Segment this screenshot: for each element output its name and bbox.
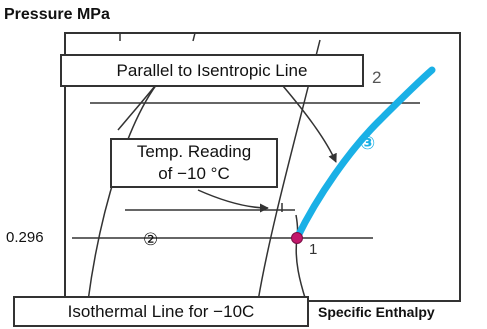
top-tick	[192, 32, 196, 42]
circled-marker-right: ③	[360, 133, 376, 153]
state-2-label: 2	[372, 68, 382, 87]
isentropic-callout-text: Parallel to Isentropic Line	[116, 60, 308, 80]
state-point-1	[291, 232, 303, 244]
isothermal-callout-text: Isothermal Line for −10C	[67, 301, 255, 321]
state-1-label: 1	[309, 241, 318, 258]
isentropic-arrow	[282, 85, 337, 163]
compression-process-line	[293, 66, 436, 242]
x-axis-label: Specific Enthalpy	[318, 304, 435, 320]
temp-reading-callout: Temp. Reading of −10 °C	[110, 138, 278, 188]
saturated-liquid-line	[87, 79, 161, 302]
y-axis-label: Pressure MPa	[4, 6, 110, 23]
pressure-tick-label: 0.296	[6, 229, 44, 246]
isentropic-callout: Parallel to Isentropic Line	[60, 54, 364, 87]
isothermal-callout: Isothermal Line for −10C	[13, 296, 309, 327]
temp-reading-arrow	[197, 189, 269, 213]
temp-reading-line2: of −10 °C	[158, 164, 230, 183]
circled-marker-left: ②	[143, 230, 159, 249]
temp-reading-line1: Temp. Reading	[136, 142, 252, 161]
isentropic-leader	[117, 85, 156, 131]
